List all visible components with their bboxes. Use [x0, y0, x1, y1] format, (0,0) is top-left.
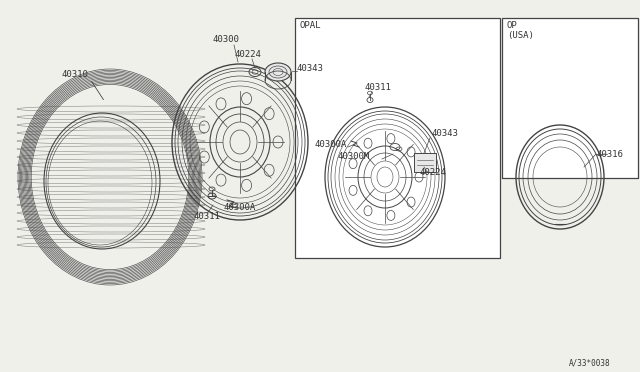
- Text: 40343: 40343: [297, 64, 324, 73]
- Text: 40300A: 40300A: [223, 203, 255, 212]
- Text: 40224: 40224: [235, 50, 261, 59]
- Text: 40300A: 40300A: [315, 140, 348, 149]
- Text: 40343: 40343: [432, 129, 459, 138]
- Text: 40300: 40300: [212, 35, 239, 44]
- Text: OP: OP: [507, 21, 518, 30]
- Text: OPAL: OPAL: [300, 21, 321, 30]
- Bar: [414, 153, 436, 171]
- Text: 40311: 40311: [365, 83, 392, 92]
- Text: (USA): (USA): [507, 31, 534, 40]
- Ellipse shape: [265, 63, 291, 81]
- Text: 40311: 40311: [193, 212, 220, 221]
- Text: 40310: 40310: [61, 70, 88, 79]
- Text: 40224: 40224: [420, 168, 447, 177]
- Text: 40316: 40316: [597, 150, 624, 159]
- Text: 40300M: 40300M: [338, 152, 371, 161]
- Text: A/33*0038: A/33*0038: [569, 359, 611, 368]
- Bar: [295, 18, 500, 258]
- Bar: [502, 18, 638, 178]
